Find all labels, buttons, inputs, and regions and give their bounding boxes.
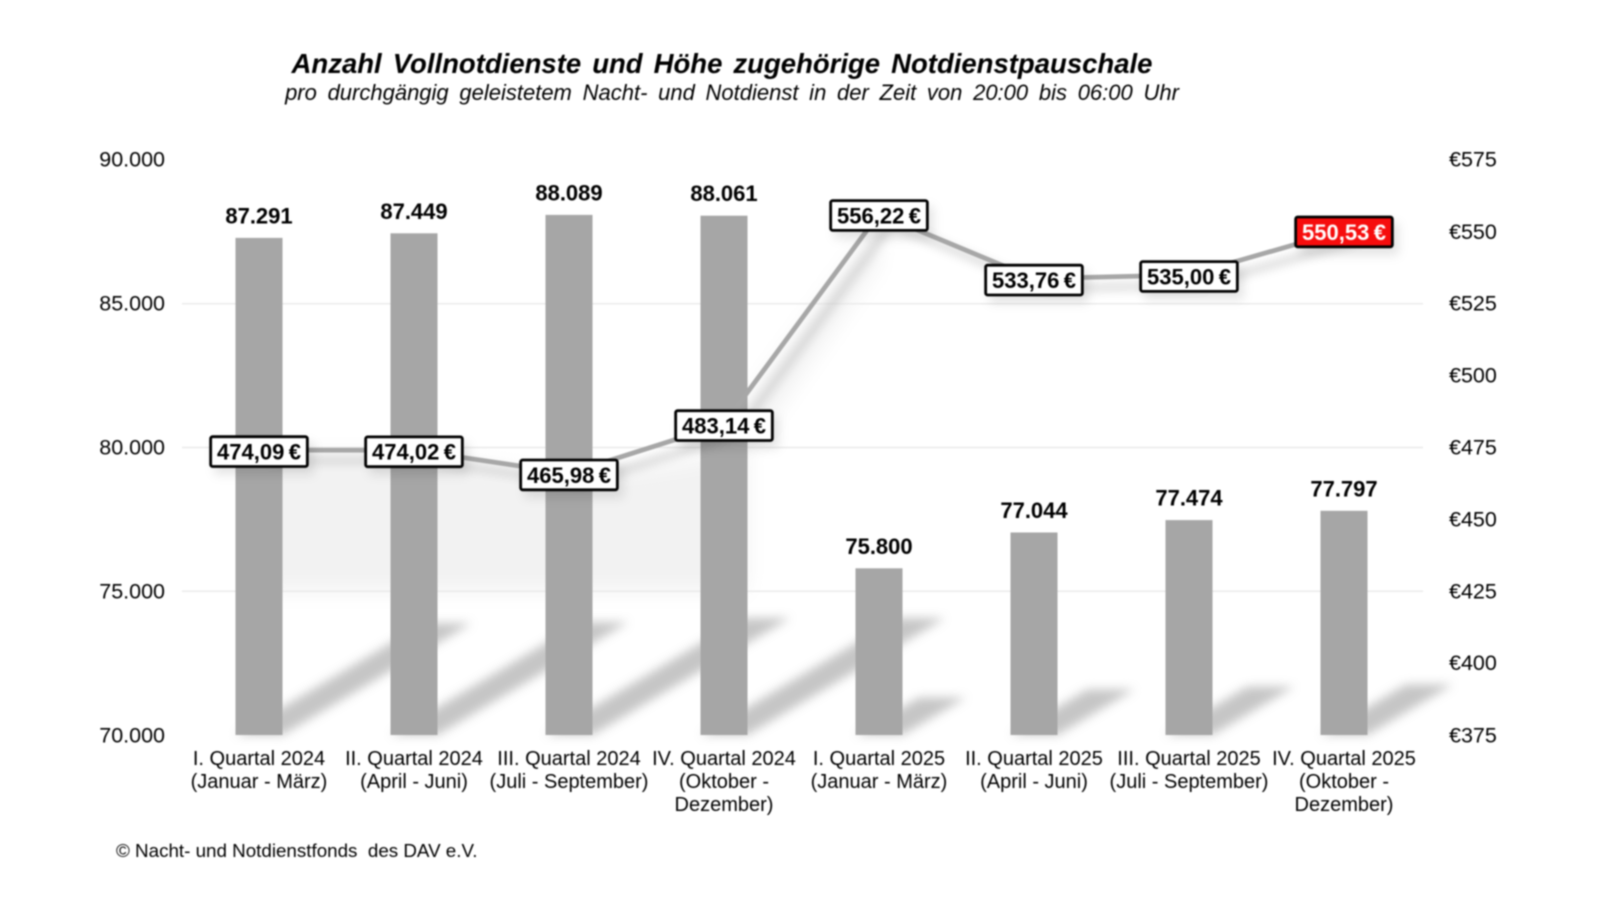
svg-text:88.089: 88.089 bbox=[535, 180, 602, 205]
svg-text:Dezember): Dezember) bbox=[1295, 794, 1394, 816]
svg-text:€375: €375 bbox=[1449, 724, 1497, 748]
svg-text:III. Quartal 2024: III. Quartal 2024 bbox=[497, 748, 640, 770]
svg-text:I. Quartal 2024: I. Quartal 2024 bbox=[193, 748, 325, 770]
svg-text:(Oktober -: (Oktober - bbox=[1299, 771, 1389, 793]
svg-text:77.474: 77.474 bbox=[1155, 486, 1223, 511]
svg-text:85.000: 85.000 bbox=[99, 292, 165, 316]
svg-text:II. Quartal 2024: II. Quartal 2024 bbox=[345, 748, 483, 770]
svg-text:(Juli - September): (Juli - September) bbox=[1110, 771, 1269, 793]
svg-text:IV. Quartal 2024: IV. Quartal 2024 bbox=[652, 748, 796, 770]
svg-text:pro durchgängig geleistetem Na: pro durchgängig geleistetem Nacht- und N… bbox=[284, 80, 1181, 105]
svg-text:87.291: 87.291 bbox=[225, 203, 292, 228]
svg-text:€425: €425 bbox=[1449, 580, 1497, 604]
svg-text:474,02 €: 474,02 € bbox=[372, 440, 456, 465]
svg-text:90.000: 90.000 bbox=[99, 148, 165, 172]
svg-text:(Juli - September): (Juli - September) bbox=[490, 771, 649, 793]
svg-text:77.044: 77.044 bbox=[1000, 498, 1068, 523]
svg-text:(April - Juni): (April - Juni) bbox=[980, 771, 1088, 793]
svg-text:550,53 €: 550,53 € bbox=[1302, 220, 1386, 245]
svg-text:I. Quartal 2025: I. Quartal 2025 bbox=[813, 748, 945, 770]
svg-text:© Nacht- und Notdienstfonds d: © Nacht- und Notdienstfonds des DAV e.V. bbox=[116, 840, 478, 861]
svg-text:€550: €550 bbox=[1449, 220, 1497, 244]
svg-text:IV. Quartal 2025: IV. Quartal 2025 bbox=[1272, 748, 1416, 770]
svg-text:87.449: 87.449 bbox=[380, 199, 447, 224]
svg-text:533,76 €: 533,76 € bbox=[992, 268, 1076, 293]
svg-text:465,98 €: 465,98 € bbox=[527, 463, 611, 488]
svg-text:€450: €450 bbox=[1449, 507, 1497, 531]
svg-text:80.000: 80.000 bbox=[99, 436, 165, 460]
svg-text:474,09 €: 474,09 € bbox=[217, 440, 301, 465]
svg-text:€525: €525 bbox=[1449, 292, 1497, 316]
svg-text:75.000: 75.000 bbox=[99, 580, 165, 604]
svg-text:483,14 €: 483,14 € bbox=[682, 414, 766, 439]
svg-text:Dezember): Dezember) bbox=[675, 794, 774, 816]
svg-text:€575: €575 bbox=[1449, 148, 1497, 172]
svg-text:III. Quartal 2025: III. Quartal 2025 bbox=[1117, 748, 1260, 770]
svg-text:(Oktober -: (Oktober - bbox=[679, 771, 769, 793]
svg-text:70.000: 70.000 bbox=[99, 724, 165, 748]
svg-text:€400: €400 bbox=[1449, 651, 1497, 675]
svg-text:(Januar - März): (Januar - März) bbox=[191, 771, 328, 793]
svg-text:II. Quartal 2025: II. Quartal 2025 bbox=[965, 748, 1103, 770]
svg-text:Anzahl Vollnotdienste und Höhe: Anzahl Vollnotdienste und Höhe zugehörig… bbox=[291, 48, 1153, 79]
svg-text:535,00 €: 535,00 € bbox=[1147, 264, 1231, 289]
svg-text:77.797: 77.797 bbox=[1310, 476, 1377, 501]
svg-text:€475: €475 bbox=[1449, 436, 1497, 460]
svg-text:€500: €500 bbox=[1449, 364, 1497, 388]
svg-text:556,22 €: 556,22 € bbox=[837, 203, 921, 228]
svg-text:(Januar - März): (Januar - März) bbox=[811, 771, 948, 793]
svg-text:75.800: 75.800 bbox=[845, 534, 912, 559]
svg-text:88.061: 88.061 bbox=[690, 181, 757, 206]
svg-text:(April - Juni): (April - Juni) bbox=[360, 771, 468, 793]
